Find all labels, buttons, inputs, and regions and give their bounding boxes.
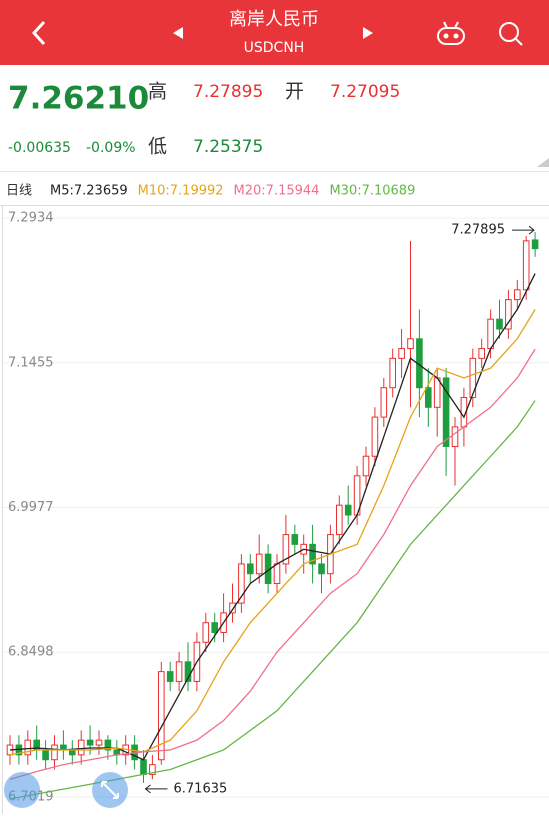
candle-body (158, 671, 165, 761)
candle-body (478, 348, 485, 359)
candle-body (487, 318, 494, 350)
min-annotation: 6.71635 (174, 781, 228, 796)
next-button[interactable] (363, 27, 373, 39)
candle-body (505, 299, 512, 330)
candle-body (140, 759, 147, 775)
candle-body (407, 338, 414, 350)
candle-body (149, 764, 156, 775)
candle-body (380, 387, 388, 418)
search-icon[interactable] (499, 22, 523, 46)
candle-body (389, 357, 396, 389)
low-value: 7.25375 (193, 137, 263, 157)
candle-body (229, 602, 236, 614)
header-bar (0, 0, 549, 65)
legend-entry: M10:7.19992 (138, 184, 224, 199)
candle-body (398, 348, 405, 359)
zoom-button[interactable] (4, 772, 40, 808)
candle-body (77, 739, 85, 756)
expand-icon (101, 781, 119, 799)
y-tick-label: 6.9977 (8, 500, 54, 515)
candle-body (531, 239, 539, 250)
candle-body (318, 563, 325, 575)
candle-body (166, 671, 174, 682)
change-pct: -0.09% (86, 140, 136, 156)
candle-body (469, 357, 477, 399)
candle-body (336, 504, 343, 536)
candle-body (86, 739, 94, 746)
price: 7.26210 (8, 81, 149, 117)
prev-button[interactable] (173, 27, 183, 39)
candle-body (202, 622, 210, 643)
max-annotation: 7.27895 (451, 223, 505, 238)
candle-body (514, 289, 521, 301)
change: -0.00635 (8, 140, 71, 156)
min-arrow (144, 784, 168, 794)
candle-body (69, 749, 76, 756)
candle-body (362, 455, 370, 477)
open-label: 开 (285, 81, 304, 103)
ma-line (9, 400, 536, 800)
candle-body (496, 318, 503, 330)
candle-body (247, 563, 254, 575)
chart-frame (2, 205, 3, 814)
legend-entry: M30:7.10689 (329, 184, 415, 199)
candle-body (238, 563, 245, 604)
ma-line (9, 348, 536, 780)
candle-body (273, 563, 281, 585)
back-button[interactable] (31, 20, 46, 46)
max-arrow (512, 225, 535, 235)
candle-body (433, 377, 441, 408)
candle-body (211, 622, 218, 633)
open-value: 7.27095 (330, 82, 400, 102)
high-label: 高 (148, 81, 167, 103)
chart-frame (0, 205, 549, 206)
period-label: 日线 (6, 184, 32, 199)
candle-body (451, 426, 459, 447)
candle-body (309, 543, 316, 565)
candle-body (255, 553, 263, 575)
corner-mark (537, 158, 549, 167)
candle-body (371, 416, 379, 457)
candle-body (104, 739, 112, 751)
candle-body (42, 749, 49, 761)
candle-body (175, 661, 183, 682)
ma-line (9, 273, 536, 761)
candle-body (442, 377, 450, 447)
y-tick-label: 7.2934 (8, 210, 54, 225)
bot-icon[interactable] (437, 21, 465, 45)
candle-body (184, 661, 192, 682)
ma-line (9, 309, 536, 756)
candle-body (344, 504, 352, 516)
legend-entry: M20:7.15944 (234, 184, 320, 199)
high-value: 7.27895 (193, 82, 263, 102)
header-subtitle: USDCNH (244, 40, 305, 56)
candle-body (51, 744, 58, 761)
legend-entry: M5:7.23659 (50, 184, 128, 199)
candle-body (282, 534, 290, 565)
candle-body (24, 739, 32, 756)
candle-body (522, 240, 530, 291)
candle-body (95, 739, 103, 746)
candle-body (291, 534, 299, 545)
header-title: 离岸人民币 (229, 9, 319, 30)
y-tick-label: 6.8498 (8, 645, 54, 660)
low-label: 低 (148, 136, 167, 158)
separator (0, 171, 549, 172)
y-tick-label: 7.1455 (8, 355, 54, 370)
candle-body (425, 387, 432, 408)
